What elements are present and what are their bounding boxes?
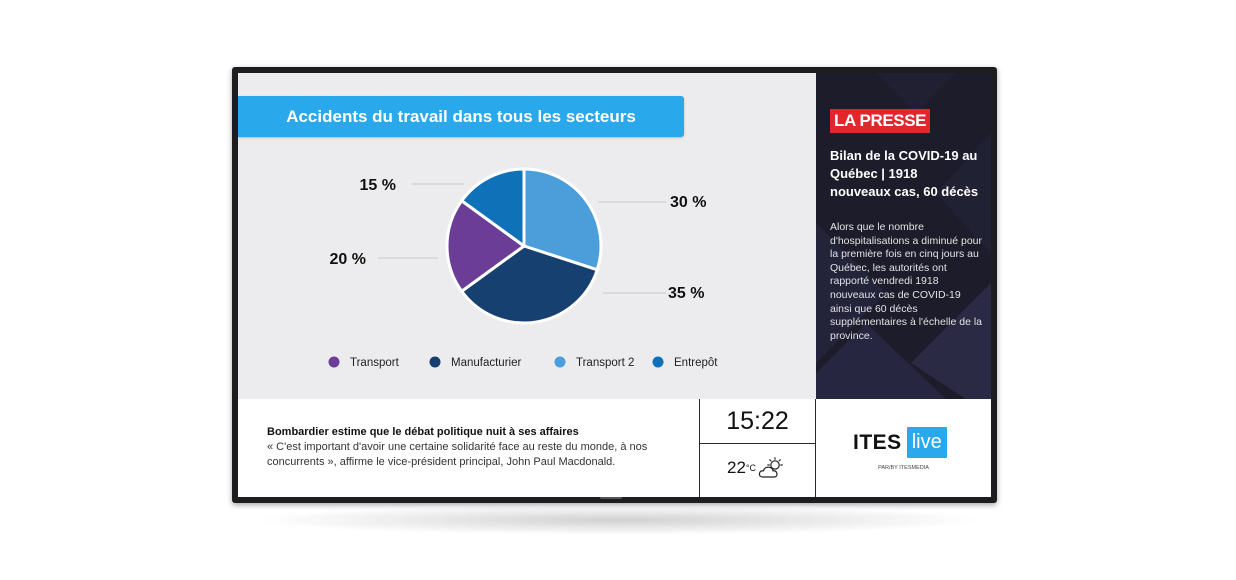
- news-headline: Bilan de la COVID-19 au Québec | 1918 no…: [830, 148, 979, 199]
- legend-label: Manufacturier: [451, 357, 521, 369]
- legend-label: Transport: [350, 357, 400, 369]
- data-label: 15 %: [360, 177, 396, 194]
- clock-weather-box: 15:22 22 °C: [699, 399, 816, 497]
- chart-title: Accidents du travail dans tous les secte…: [286, 106, 636, 126]
- ites-live-logo: ITES live: [853, 427, 947, 458]
- signage-screen: Accidents du travail dans tous les secte…: [238, 73, 991, 497]
- pie-slice-transport-2: [522, 167, 603, 272]
- la-presse-logo: LA PRESSE: [830, 109, 931, 133]
- pie-slice-transport: [445, 199, 526, 293]
- chart-title-banner: Accidents du travail dans tous les secte…: [238, 96, 684, 137]
- clock-divider: [700, 443, 815, 444]
- legend-label: Transport 2: [576, 357, 634, 369]
- data-label: 35 %: [668, 285, 704, 302]
- chart-panel: Accidents du travail dans tous les secte…: [238, 73, 816, 399]
- ticker-text: « C'est important d'avoir une certaine s…: [267, 441, 648, 468]
- pie-slice-entrep-t: [460, 167, 526, 248]
- legend-swatch: [429, 356, 441, 368]
- tv-shadow: [250, 505, 986, 535]
- news-background: [816, 73, 991, 399]
- legend-swatch: [554, 356, 566, 368]
- brand-box: ITES live PAR/BY ITESMEDIA: [816, 399, 991, 497]
- legend-swatch: [328, 356, 340, 368]
- weather-widget: 22 °C: [700, 457, 815, 479]
- legend-label: Entrepôt: [674, 357, 718, 369]
- news-panel: LA PRESSE Bilan de la COVID-19 au Québec…: [816, 73, 991, 399]
- temperature-unit: °C: [745, 463, 757, 473]
- news-body: Alors que le nombre d'hospitalisations a…: [830, 221, 983, 342]
- data-label: 20 %: [330, 251, 366, 268]
- tv-brand-mark: [600, 497, 622, 499]
- brand-name: ITES: [853, 430, 902, 454]
- pie-slice-manufacturier: [460, 244, 599, 325]
- pie-chart: 30 % 35 % 20 % 15 % Transport Manufacturier Tr…: [328, 167, 718, 369]
- data-label: 30 %: [670, 194, 706, 211]
- clock-time: 15:22: [726, 407, 789, 435]
- legend-swatch: [652, 356, 664, 368]
- news-ticker: Bombardier estime que le débat politique…: [238, 399, 699, 497]
- partly-cloudy-icon: [758, 457, 783, 478]
- brand-subtitle: PAR/BY ITESMEDIA: [878, 465, 929, 471]
- brand-tag: live: [906, 427, 947, 458]
- temperature: 22: [726, 458, 746, 477]
- ticker-title: Bombardier estime que le débat politique…: [267, 426, 579, 438]
